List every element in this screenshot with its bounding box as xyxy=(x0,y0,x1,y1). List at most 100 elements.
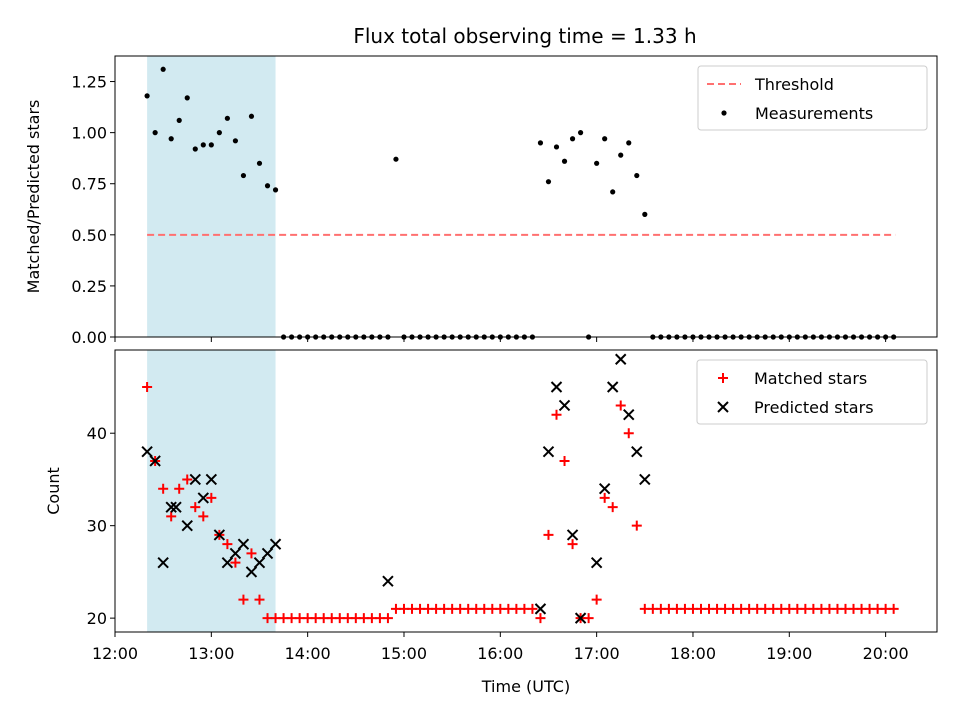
matched-star-point xyxy=(551,409,562,420)
measurement-point xyxy=(602,136,608,142)
predicted-star-point xyxy=(141,445,153,458)
legend-box xyxy=(697,65,928,131)
predicted-star-point xyxy=(229,547,242,560)
legend-label: Threshold xyxy=(754,75,834,94)
predicted-star-point xyxy=(574,612,587,624)
y-tick-label: 0.00 xyxy=(71,328,107,347)
predicted-star-point xyxy=(237,538,250,550)
matched-star-point xyxy=(535,613,546,624)
measurement-point xyxy=(144,93,150,99)
predicted-star-point xyxy=(149,455,161,467)
matched-star-point xyxy=(382,613,393,624)
predicted-star-point xyxy=(205,473,218,486)
measurement-point xyxy=(553,144,560,150)
predicted-star-point xyxy=(550,381,563,393)
x-tick-label: 12:00 xyxy=(92,644,138,663)
matched-star-point xyxy=(583,613,594,624)
measurement-point xyxy=(634,172,640,179)
predicted-star-point xyxy=(631,445,643,458)
legend-label: Predicted stars xyxy=(754,398,874,417)
predicted-star-point xyxy=(157,556,169,569)
predicted-star-point xyxy=(261,547,274,560)
x-tick-label: 16:00 xyxy=(477,644,523,663)
matched-star-point xyxy=(254,594,265,605)
measurement-point xyxy=(618,152,624,158)
predicted-star-point xyxy=(382,575,394,587)
legend-box xyxy=(696,359,928,425)
y-tick-label: 0.25 xyxy=(71,277,107,296)
y-tick-label: 1.25 xyxy=(71,73,107,92)
predicted-star-point xyxy=(189,473,201,486)
matched-star-point xyxy=(222,539,233,550)
measurement-point xyxy=(168,136,174,142)
axes-frame xyxy=(114,349,938,633)
matched-star-point xyxy=(527,603,538,614)
predicted-star-point xyxy=(253,556,266,569)
legend-label: Matched stars xyxy=(754,369,867,388)
predicted-star-point xyxy=(213,529,226,541)
chart-title: Flux total observing time = 1.33 h xyxy=(353,24,696,48)
legend-predicted-swatch xyxy=(717,401,729,413)
matched-star-point xyxy=(238,594,249,605)
predicted-star-point xyxy=(598,482,611,495)
y-tick-label: 40 xyxy=(87,424,107,443)
measurement-point xyxy=(200,142,206,148)
matched-star-point xyxy=(142,381,153,392)
measurement-point xyxy=(240,172,247,179)
measurement-point xyxy=(642,211,648,217)
measurement-point xyxy=(256,160,263,166)
highlight-span xyxy=(147,350,276,632)
matched-star-point xyxy=(607,502,618,513)
predicted-star-point xyxy=(639,473,651,486)
predicted-star-point xyxy=(558,399,571,412)
highlight-span xyxy=(147,56,276,337)
measurement-point xyxy=(561,158,568,164)
predicted-star-point xyxy=(221,556,234,569)
axes-frame xyxy=(114,55,938,338)
matched-star-point xyxy=(591,594,602,605)
measurement-point xyxy=(184,95,190,101)
predicted-star-point xyxy=(534,603,547,615)
measurement-point xyxy=(545,179,552,185)
y-tick-label: 1.00 xyxy=(71,124,107,143)
measurement-point xyxy=(594,160,600,166)
measurement-point xyxy=(569,136,576,142)
x-tick-label: 20:00 xyxy=(863,644,909,663)
measurement-point xyxy=(208,142,214,148)
measurement-point xyxy=(152,130,158,136)
matched-star-point xyxy=(190,502,201,513)
measurement-point xyxy=(224,115,230,121)
y-tick-label: 20 xyxy=(87,609,107,628)
matched-star-point xyxy=(599,492,610,503)
legend-label: Measurements xyxy=(755,104,873,123)
measurement-point xyxy=(610,189,616,195)
matched-star-point xyxy=(888,603,899,614)
predicted-star-point xyxy=(197,492,210,504)
x-tick-label: 18:00 xyxy=(670,644,716,663)
matched-star-point xyxy=(206,492,217,503)
predicted-star-point xyxy=(615,353,627,365)
matched-star-point xyxy=(230,557,241,568)
predicted-star-point xyxy=(170,501,182,513)
x-tick-label: 15:00 xyxy=(381,644,427,663)
predicted-star-point xyxy=(623,409,635,421)
y-axis-label: Matched/Predicted stars xyxy=(24,100,43,294)
x-tick-label: 14:00 xyxy=(285,644,331,663)
predicted-star-point xyxy=(165,501,177,513)
matched-star-point xyxy=(182,474,193,485)
matched-star-point xyxy=(166,511,177,522)
measurement-point xyxy=(216,130,222,136)
matched-star-point xyxy=(543,529,554,540)
matched-star-point xyxy=(559,455,570,466)
matched-star-point xyxy=(158,483,169,494)
matched-star-point xyxy=(198,511,209,522)
x-axis-label: Time (UTC) xyxy=(481,677,570,696)
matched-star-point xyxy=(246,548,257,559)
measurement-point xyxy=(192,146,198,152)
measurement-point xyxy=(248,113,255,119)
predicted-star-point xyxy=(566,529,579,541)
predicted-star-point xyxy=(606,381,619,393)
measurement-point xyxy=(272,187,279,193)
measurement-point xyxy=(537,140,544,146)
